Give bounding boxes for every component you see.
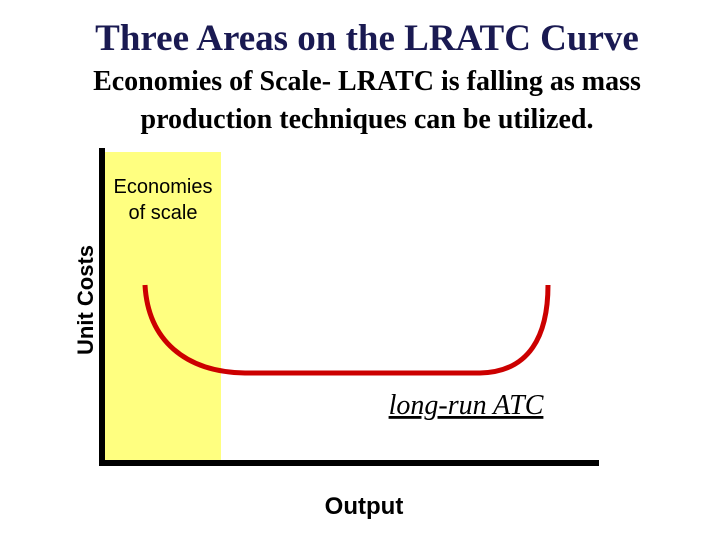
subtitle-line: production techniques can be utilized. xyxy=(141,104,594,135)
title: Three Areas on the LRATC Curve xyxy=(95,18,639,59)
lratc-curve xyxy=(142,284,551,376)
subtitle-line: Economies of Scale- LRATC is falling as … xyxy=(93,66,641,97)
region-label: of scale xyxy=(129,202,198,224)
curve-label: long-run ATC xyxy=(389,390,544,421)
region-label: Economies xyxy=(114,176,213,198)
x-axis-label: Output xyxy=(325,493,404,520)
economies-region xyxy=(105,152,221,460)
y-axis-label: Unit Costs xyxy=(73,245,98,355)
